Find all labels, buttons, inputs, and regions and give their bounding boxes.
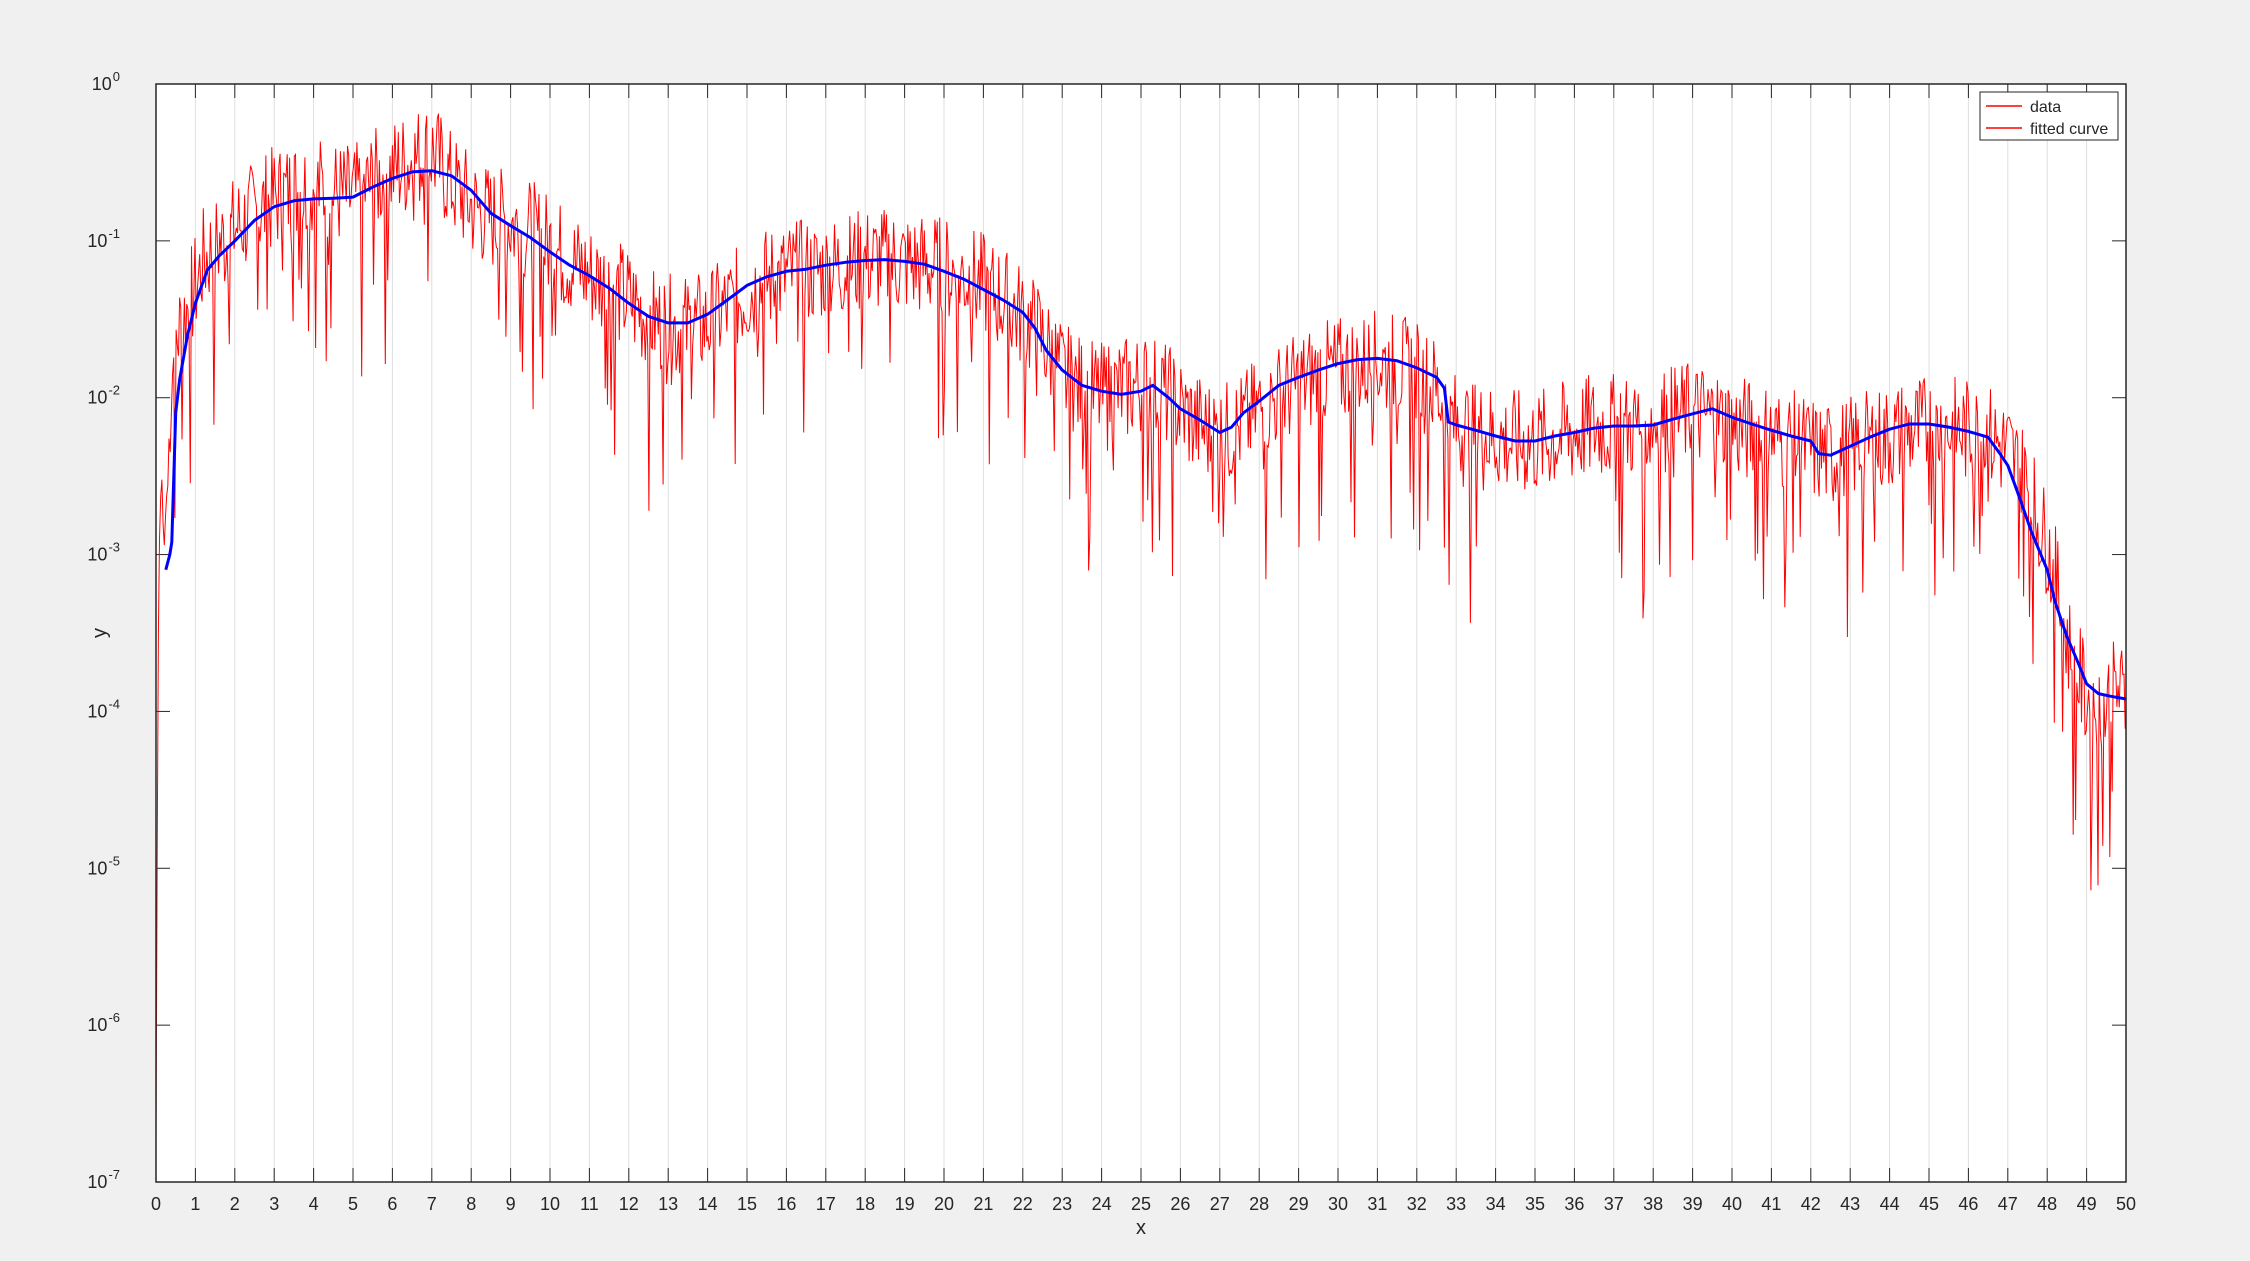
tick-marks	[155, 83, 2127, 1183]
y-tick-exponent: -6	[108, 1010, 120, 1025]
y-tick-exponent: -4	[108, 696, 120, 711]
x-tick-label: 5	[348, 1194, 358, 1214]
x-tick-label: 44	[1880, 1194, 1900, 1214]
x-tick-label: 16	[776, 1194, 796, 1214]
legend-label-data: data	[2030, 99, 2061, 116]
x-tick-labels: 0 1 2 3 4 5 6 7 8 9 10 11 12 13 14 15 16 17 18 19 20 21 22 23 24…	[151, 1194, 2136, 1214]
x-tick-label: 43	[1840, 1194, 1860, 1214]
y-tick-label: 10-7	[87, 1167, 120, 1192]
x-tick-label: 26	[1170, 1194, 1190, 1214]
y-tick-label: 100	[92, 69, 120, 94]
x-tick-label: 42	[1801, 1194, 1821, 1214]
y-tick-exponent: -7	[108, 1167, 120, 1182]
fitted-curve-path	[164, 169, 2127, 701]
y-tick-label: 10-1	[87, 226, 120, 251]
y-tick-exponent: -3	[108, 540, 120, 555]
y-tick-exponent: -5	[108, 853, 120, 868]
x-axis-label: x	[1136, 1217, 1146, 1239]
y-tick-label: 10-4	[87, 696, 120, 721]
x-tick-label: 23	[1052, 1194, 1072, 1214]
x-tick-label: 46	[1958, 1194, 1978, 1214]
y-tick-exponent: -2	[108, 383, 120, 398]
x-tick-label: 14	[698, 1194, 718, 1214]
x-tick-label: 1	[190, 1194, 200, 1214]
x-tick-label: 18	[855, 1194, 875, 1214]
x-tick-label: 25	[1131, 1194, 1151, 1214]
x-tick-label: 34	[1486, 1194, 1506, 1214]
legend[interactable]: data fitted curve	[1979, 91, 2119, 141]
x-tick-label: 6	[387, 1194, 397, 1214]
x-tick-label: 31	[1367, 1194, 1387, 1214]
data-series-path	[155, 113, 2126, 1135]
x-tick-label: 4	[309, 1194, 319, 1214]
x-grid-lines	[155, 84, 2127, 1182]
x-tick-label: 10	[540, 1194, 560, 1214]
x-tick-label: 35	[1525, 1194, 1545, 1214]
y-tick-label: 10-5	[87, 853, 120, 878]
x-tick-label: 20	[934, 1194, 954, 1214]
x-tick-label: 13	[658, 1194, 678, 1214]
series-fitted-curve-line	[164, 169, 2127, 701]
axes-box	[155, 83, 2127, 1183]
y-tick-labels: 10-7 10-6 10-5 10-4 10-3 10-2 10-1 100	[87, 69, 120, 1192]
x-tick-label: 15	[737, 1194, 757, 1214]
x-tick-label: 36	[1564, 1194, 1584, 1214]
x-tick-label: 28	[1249, 1194, 1269, 1214]
legend-box	[1979, 91, 2119, 141]
x-tick-label: 50	[2116, 1194, 2136, 1214]
x-tick-label: 29	[1289, 1194, 1309, 1214]
x-tick-label: 17	[816, 1194, 836, 1214]
series-data-line	[155, 113, 2126, 1135]
y-tick-exponent: 0	[113, 69, 120, 84]
x-tick-label: 27	[1210, 1194, 1230, 1214]
x-tick-label: 24	[1092, 1194, 1112, 1214]
x-tick-label: 9	[506, 1194, 516, 1214]
x-tick-label: 0	[151, 1194, 161, 1214]
x-tick-label: 47	[1998, 1194, 2018, 1214]
x-tick-label: 38	[1643, 1194, 1663, 1214]
x-tick-label: 3	[269, 1194, 279, 1214]
x-tick-label: 2	[230, 1194, 240, 1214]
x-tick-label: 21	[973, 1194, 993, 1214]
x-tick-label: 30	[1328, 1194, 1348, 1214]
y-tick-label: 10-2	[87, 383, 120, 408]
y-tick-exponent: -1	[108, 226, 120, 241]
x-tick-label: 8	[466, 1194, 476, 1214]
x-tick-label: 39	[1683, 1194, 1703, 1214]
x-tick-label: 49	[2077, 1194, 2097, 1214]
x-tick-label: 12	[619, 1194, 639, 1214]
x-tick-label: 48	[2037, 1194, 2057, 1214]
x-tick-label: 41	[1761, 1194, 1781, 1214]
x-tick-label: 22	[1013, 1194, 1033, 1214]
x-tick-label: 33	[1446, 1194, 1466, 1214]
x-tick-label: 11	[580, 1194, 599, 1214]
x-tick-label: 40	[1722, 1194, 1742, 1214]
y-tick-label: 10-3	[87, 540, 120, 565]
x-tick-label: 45	[1919, 1194, 1939, 1214]
x-tick-label: 7	[427, 1194, 437, 1214]
x-tick-label: 32	[1407, 1194, 1427, 1214]
legend-label-fitted-curve: fitted curve	[2030, 121, 2108, 138]
x-tick-label: 37	[1604, 1194, 1624, 1214]
x-tick-label: 19	[895, 1194, 915, 1214]
y-tick-label: 10-6	[87, 1010, 120, 1035]
y-axis-label: y	[89, 628, 111, 638]
